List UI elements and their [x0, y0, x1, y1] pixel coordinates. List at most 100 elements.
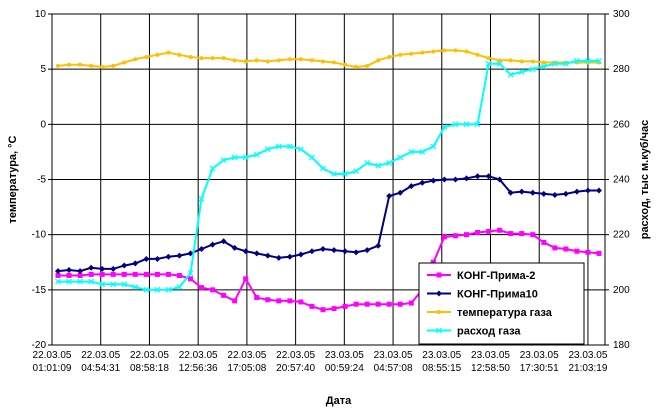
data-point [464, 232, 470, 238]
data-point [485, 173, 492, 180]
left-tick-label: 5 [40, 64, 46, 75]
data-point [397, 154, 404, 161]
data-point [342, 248, 349, 255]
data-point [232, 58, 237, 63]
data-point [176, 252, 183, 259]
x-tick-label: 23.03.05 08:55:15 [422, 350, 461, 374]
data-point [143, 271, 149, 277]
data-point [232, 298, 238, 304]
data-point [596, 187, 602, 194]
right-tick-label: 180 [613, 340, 630, 351]
data-point [508, 58, 513, 63]
data-point [497, 58, 502, 63]
data-point [430, 177, 437, 184]
data-point [486, 228, 492, 234]
data-point [409, 51, 414, 56]
data-point [165, 253, 172, 260]
data-point [176, 284, 183, 290]
data-point [343, 62, 348, 67]
data-point [518, 69, 525, 75]
data-point [55, 278, 61, 285]
data-point [143, 255, 150, 262]
data-point [177, 52, 182, 57]
data-point [519, 231, 525, 237]
data-point [77, 268, 84, 275]
data-point [154, 286, 161, 293]
data-point [111, 63, 116, 68]
data-point [573, 188, 580, 195]
data-point [154, 271, 160, 277]
data-point [441, 234, 447, 240]
x-tick-label: 22.03.05 12:56:36 [179, 350, 218, 374]
x-tick-label: 23.03.05 12:58:50 [471, 350, 510, 374]
data-point [198, 195, 205, 202]
data-point [199, 285, 205, 291]
data-point [342, 303, 348, 309]
data-point [121, 262, 128, 269]
data-point [209, 165, 216, 172]
data-point [331, 306, 337, 312]
data-point [88, 278, 95, 285]
x-tick-label: 23.03.05 04:57:08 [374, 350, 413, 374]
data-point [187, 250, 194, 257]
data-point [297, 251, 304, 258]
data-point [463, 175, 470, 182]
data-point [508, 231, 514, 237]
data-point [354, 64, 359, 69]
data-point [133, 57, 138, 62]
data-point [66, 278, 72, 285]
data-point [210, 56, 215, 61]
series-line [58, 59, 599, 291]
data-point [243, 59, 248, 64]
data-point [408, 183, 415, 190]
data-point [276, 298, 282, 304]
data-point [220, 238, 227, 245]
x-tick-label: 23.03.05 17:30:51 [520, 350, 559, 374]
series-line [57, 175, 599, 273]
data-point [320, 307, 326, 313]
right-axis-label: расход, тыс м.куб/час [639, 120, 651, 240]
legend-label: температура газа [457, 307, 553, 319]
data-point [529, 66, 536, 73]
data-point [100, 64, 105, 69]
left-tick-label: 10 [35, 9, 47, 20]
data-point [165, 271, 171, 277]
data-point [364, 247, 371, 254]
right-tick-label: 260 [613, 119, 630, 130]
data-point [220, 157, 227, 164]
data-point [386, 160, 393, 166]
data-point [166, 50, 171, 55]
data-point [387, 55, 392, 60]
data-point [441, 176, 448, 183]
data-point [562, 60, 569, 67]
x-tick-label: 22.03.05 01:01:09 [33, 350, 72, 374]
data-point [286, 253, 293, 260]
data-point [397, 189, 404, 196]
data-point [364, 301, 370, 307]
data-point [574, 248, 580, 254]
right-tick-label: 240 [613, 175, 630, 186]
x-tick-label: 23.03.05 00:59:24 [325, 350, 364, 374]
data-point [221, 56, 226, 61]
data-point [408, 300, 414, 306]
data-point [562, 190, 569, 197]
data-point [99, 265, 106, 272]
series-КОНГ-Прима10 [55, 173, 602, 275]
data-point [66, 266, 73, 273]
data-point [573, 57, 580, 64]
right-tick-label: 280 [613, 64, 630, 75]
data-point [55, 268, 61, 275]
data-point [99, 281, 106, 288]
data-point [155, 52, 160, 57]
data-point [242, 154, 249, 161]
legend-label: КОНГ-Прима-2 [457, 270, 535, 282]
data-point [88, 264, 95, 271]
data-point [398, 52, 403, 57]
data-point [397, 301, 403, 307]
data-point [386, 193, 393, 200]
data-point [89, 63, 94, 68]
data-point [298, 57, 303, 62]
x-axis-label: Дата [326, 395, 352, 407]
data-point [365, 63, 370, 68]
